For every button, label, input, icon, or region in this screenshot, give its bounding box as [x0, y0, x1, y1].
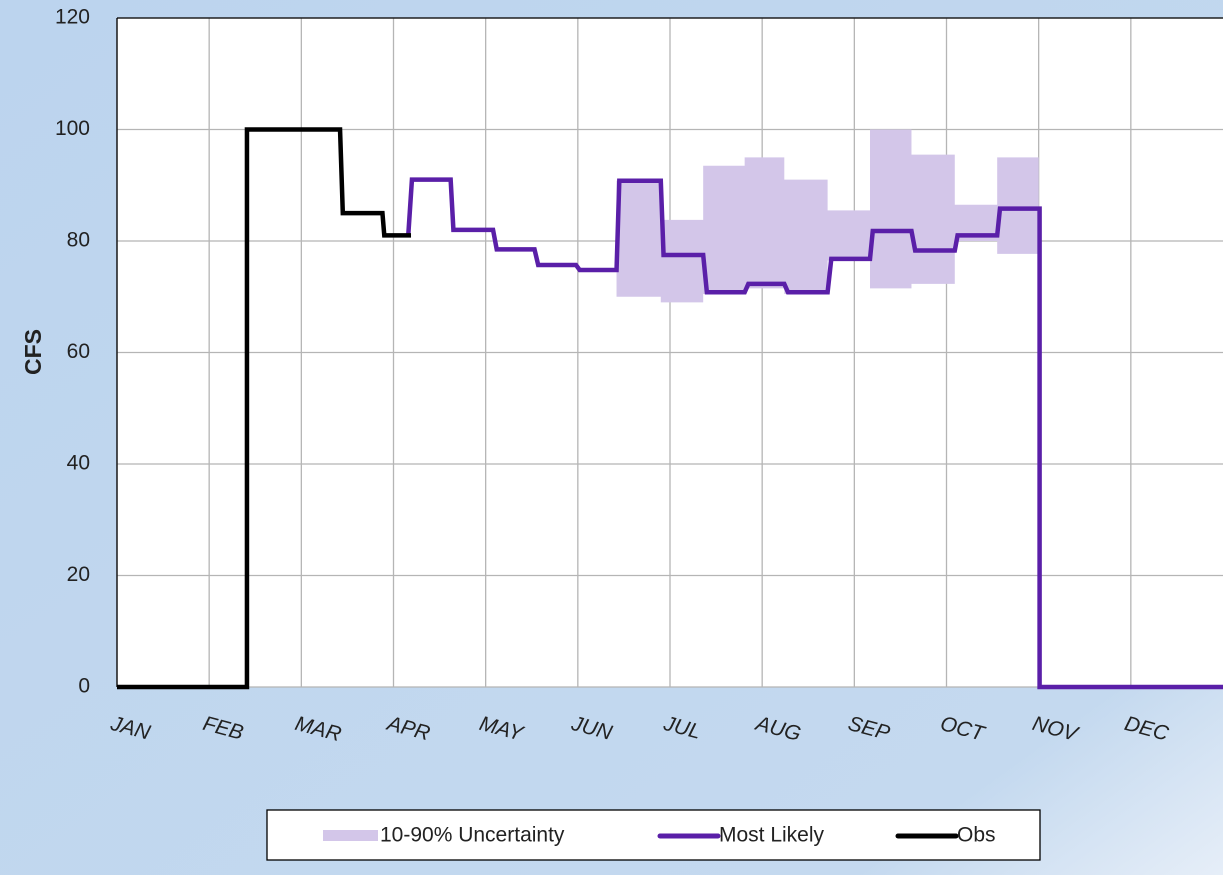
y-tick-label: 100 [55, 117, 90, 140]
legend-label: Obs [957, 824, 996, 847]
y-tick-label: 80 [67, 229, 90, 252]
series-line [117, 127, 412, 690]
legend-label: 10-90% Uncertainty [380, 824, 565, 847]
series-line [406, 177, 1223, 690]
legend-swatch [323, 830, 378, 841]
y-tick-label: 120 [55, 6, 90, 29]
y-tick-label: 40 [67, 452, 90, 475]
y-tick-label: 20 [67, 563, 90, 586]
y-axis-label: CFS [20, 329, 46, 375]
legend-label: Most Likely [719, 824, 825, 847]
uncertainty-band [616, 129, 1039, 303]
y-tick-label: 60 [67, 340, 90, 363]
y-tick-label: 0 [78, 675, 90, 698]
